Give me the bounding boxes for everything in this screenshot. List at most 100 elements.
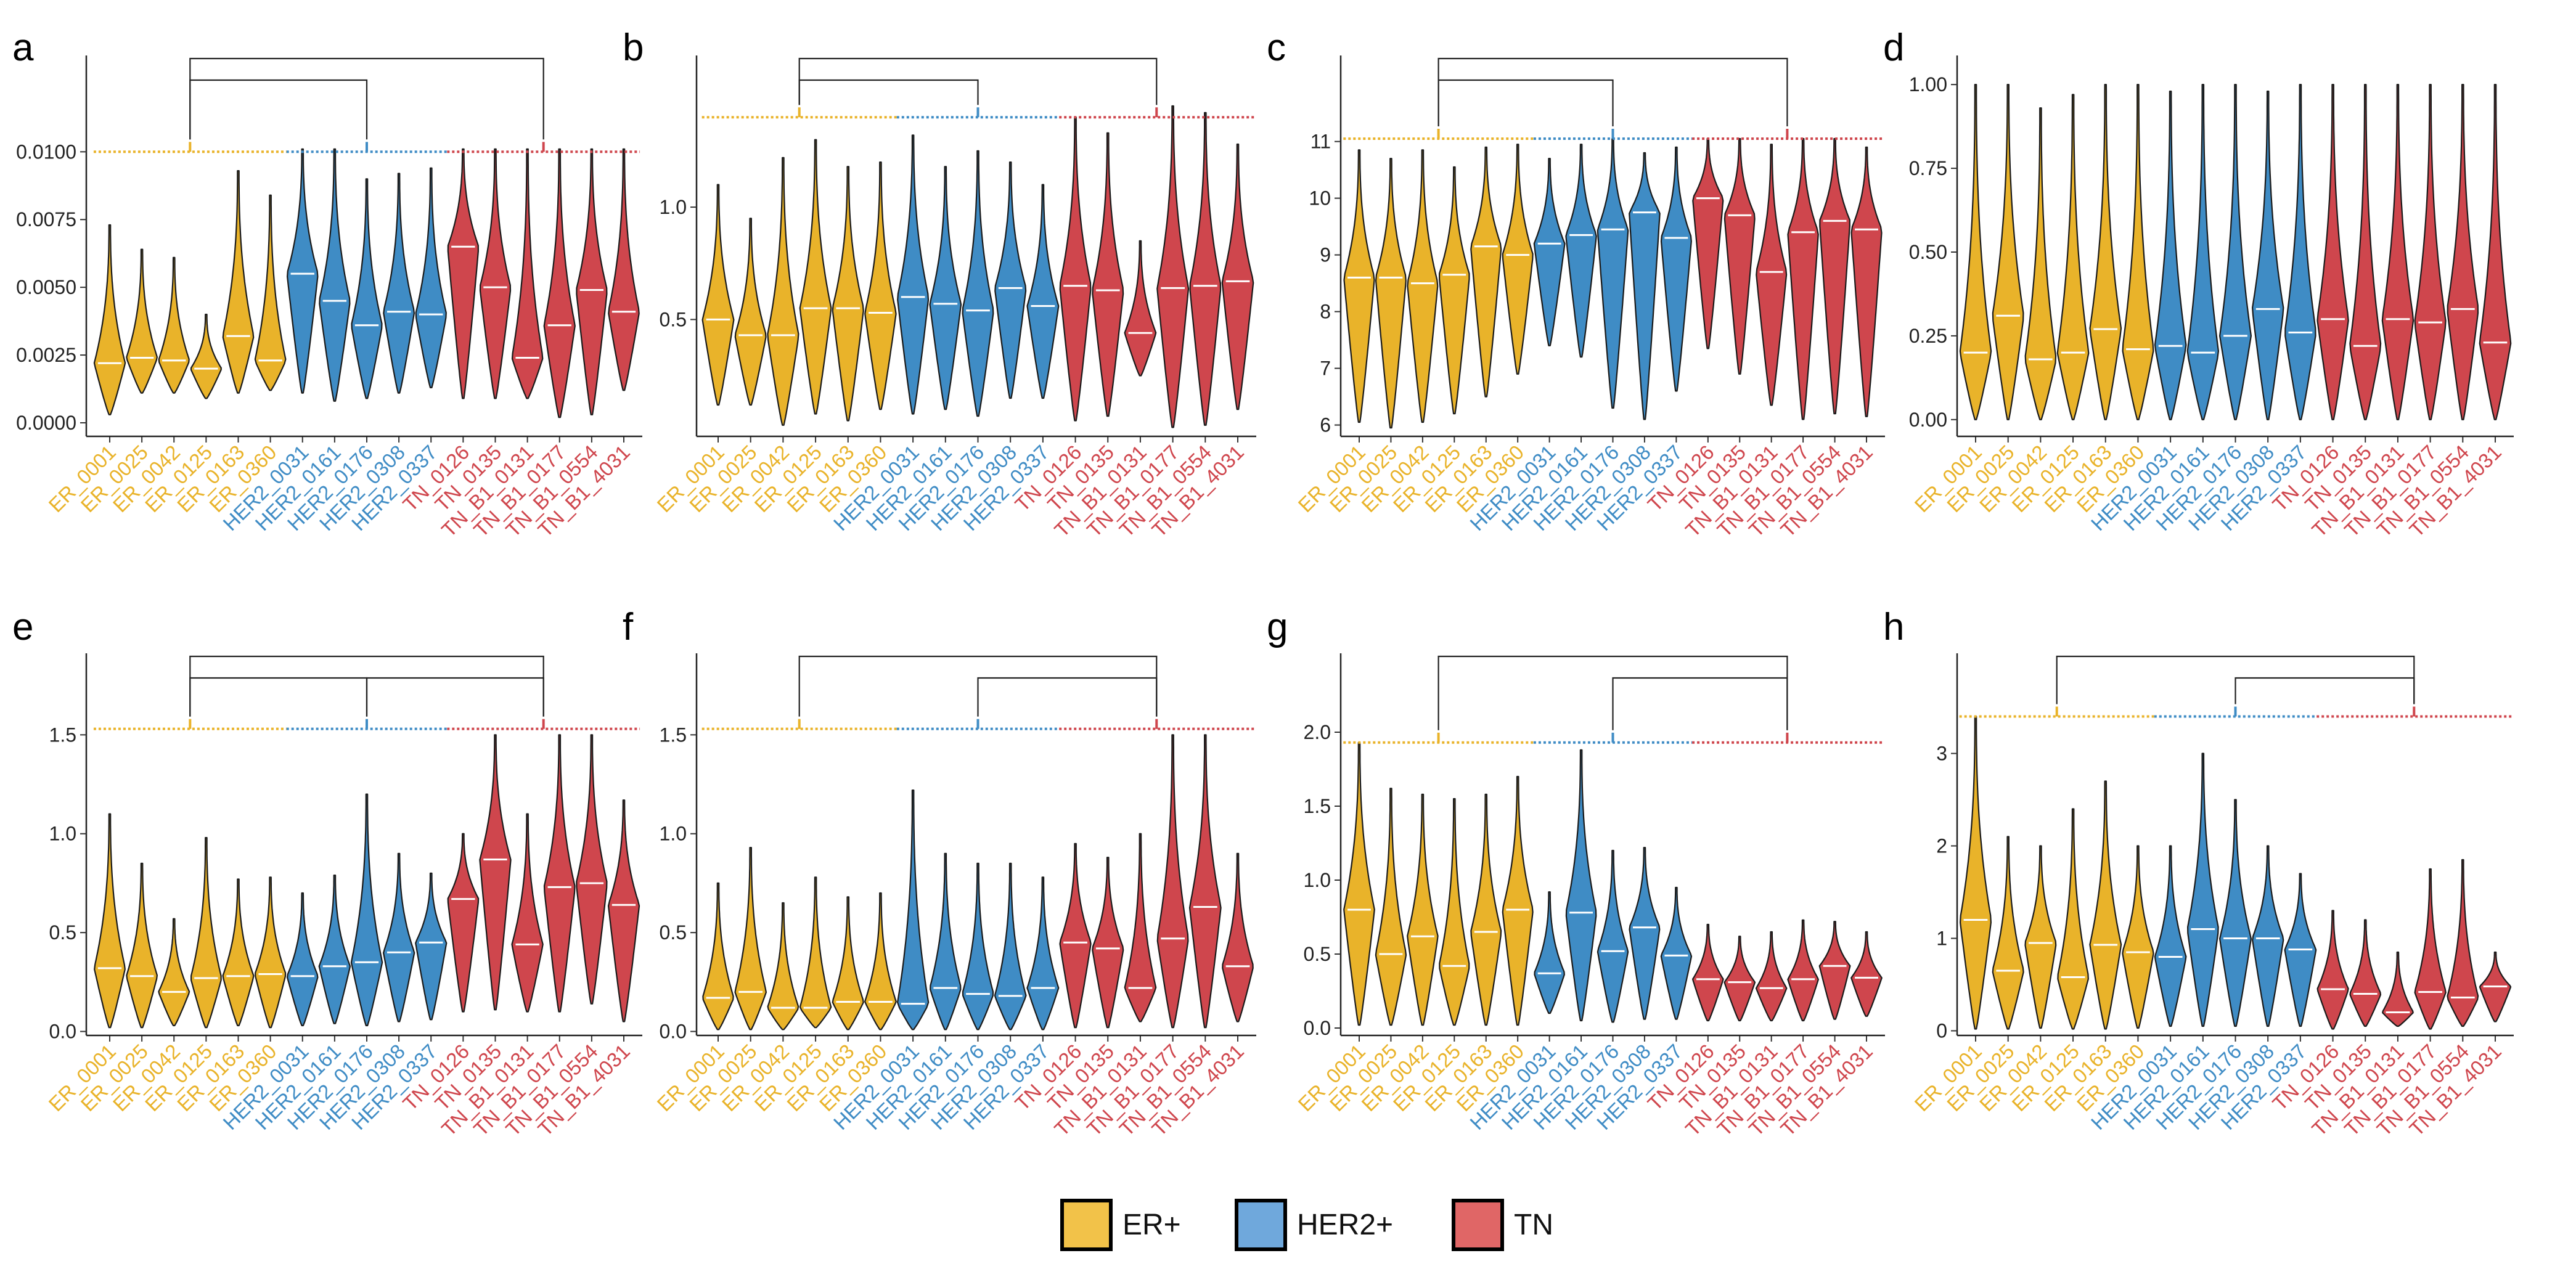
violin-HER2_0308 bbox=[383, 173, 415, 394]
violin-HER2_0337 bbox=[415, 167, 447, 389]
violin-TN_B1_0554 bbox=[2447, 859, 2479, 1027]
violin-HER2_0031 bbox=[2154, 91, 2187, 420]
violin-ER_0042 bbox=[2024, 845, 2057, 1029]
y-tick-label: 6 bbox=[1320, 414, 1331, 436]
y-tick-label: 1.0 bbox=[49, 823, 76, 845]
y-tick-label: 2.0 bbox=[1304, 721, 1331, 743]
y-tick-label: 0.0 bbox=[49, 1021, 76, 1043]
legend-swatch-tn bbox=[1452, 1199, 1504, 1251]
violin-HER2_0337 bbox=[1026, 184, 1060, 399]
y-tick-label: 7 bbox=[1320, 357, 1331, 380]
legend-label-her2: HER2+ bbox=[1297, 1209, 1394, 1241]
violin-TN_B1_4031 bbox=[2479, 84, 2512, 420]
violin-HER2_0031 bbox=[1534, 891, 1565, 1014]
violin-TN_B1_0177 bbox=[1156, 734, 1189, 1029]
violin-TN_0135 bbox=[2349, 919, 2382, 1027]
violin-ER_0001 bbox=[1960, 716, 1992, 1030]
violin-HER2_0308 bbox=[994, 862, 1027, 1030]
violin-ER_0163 bbox=[1470, 146, 1502, 398]
significance-bracket bbox=[798, 655, 1158, 717]
y-tick-label: 0.0000 bbox=[16, 412, 76, 434]
violin-HER2_0031 bbox=[896, 789, 930, 1030]
panel-letter: g bbox=[1267, 606, 1288, 648]
violin-ER_0163 bbox=[832, 166, 864, 422]
violin-ER_0360 bbox=[1502, 144, 1534, 375]
y-tick-label: 1.0 bbox=[660, 823, 687, 845]
y-tick-label: 9 bbox=[1320, 244, 1331, 266]
violin-ER_0042 bbox=[1407, 149, 1439, 423]
violin-ER_0042 bbox=[767, 157, 799, 426]
violin-TN_B1_0131 bbox=[2381, 84, 2414, 420]
violin-TN_B1_0177 bbox=[1787, 919, 1819, 1022]
violin-TN_0135 bbox=[1092, 857, 1124, 1029]
significance-bracket bbox=[798, 79, 979, 105]
violin-ER_0163 bbox=[832, 896, 864, 1030]
violin-ER_0042 bbox=[158, 918, 190, 1027]
y-tick-label: 0.5 bbox=[49, 921, 76, 944]
violin-HER2_0337 bbox=[1026, 876, 1060, 1030]
violin-TN_B1_0177 bbox=[2414, 868, 2447, 1030]
violin-HER2_0176 bbox=[2219, 799, 2252, 1027]
violin-HER2_0031 bbox=[2154, 845, 2187, 1027]
violin-ER_0025 bbox=[1375, 788, 1407, 1026]
significance-bracket bbox=[189, 677, 368, 717]
significance-bracket bbox=[1612, 677, 1788, 730]
violin-HER2_0337 bbox=[415, 872, 448, 1021]
violin-HER2_0176 bbox=[351, 178, 383, 399]
y-tick-label: 0.5 bbox=[660, 921, 687, 944]
violin-TN_0126 bbox=[1059, 843, 1092, 1029]
y-tick-label: 1.00 bbox=[1909, 73, 1947, 96]
violin-TN_0126 bbox=[2316, 84, 2349, 420]
y-tick-label: 8 bbox=[1320, 301, 1331, 323]
legend-swatch-er bbox=[1060, 1199, 1113, 1251]
figure-legend: ER+ HER2+ TN bbox=[0, 1193, 2576, 1254]
violin-HER2_0161 bbox=[1565, 749, 1597, 1022]
violin-TN_0126 bbox=[2316, 910, 2349, 1030]
violin-HER2_0176 bbox=[350, 793, 383, 1027]
violin-TN_B1_0131 bbox=[2382, 951, 2414, 1027]
legend-label-er: ER+ bbox=[1122, 1209, 1181, 1241]
significance-bracket bbox=[977, 677, 1158, 717]
y-tick-label: 1.5 bbox=[660, 724, 687, 746]
y-tick-label: 3 bbox=[1936, 743, 1947, 765]
y-tick-label: 0.5 bbox=[1304, 943, 1331, 965]
violin-TN_0135 bbox=[1092, 132, 1124, 417]
violin-ER_0001 bbox=[701, 184, 735, 406]
violin-TN_B1_0177 bbox=[1787, 137, 1819, 420]
violin-TN_0126 bbox=[447, 833, 480, 1013]
y-tick-label: 0.0050 bbox=[16, 276, 76, 298]
violin-HER2_0031 bbox=[1533, 158, 1566, 346]
violin-HER2_0176 bbox=[1597, 849, 1629, 1023]
panel-c: cER_0001ER_0025ER_0042ER_0125ER_0163ER_0… bbox=[1267, 27, 1885, 541]
panel-letter: e bbox=[12, 606, 33, 648]
y-tick-label: 0.5 bbox=[660, 308, 687, 330]
violin-TN_B1_0131 bbox=[1755, 931, 1788, 1022]
y-tick-label: 0.00 bbox=[1909, 409, 1947, 431]
violin-TN_B1_4031 bbox=[1850, 146, 1883, 417]
violin-TN_B1_0554 bbox=[576, 734, 608, 1005]
violin-HER2_0161 bbox=[2187, 753, 2219, 1027]
violin-TN_0126 bbox=[447, 148, 480, 399]
legend-item-her2: HER2+ bbox=[1235, 1199, 1393, 1251]
violin-ER_0125 bbox=[2057, 808, 2089, 1030]
legend-item-er: ER+ bbox=[1060, 1199, 1181, 1251]
violin-ER_0001 bbox=[1959, 84, 1992, 420]
violin-HER2_0337 bbox=[1660, 886, 1693, 1020]
violin-ER_0163 bbox=[1470, 793, 1502, 1026]
violin-ER_0125 bbox=[799, 876, 832, 1029]
violin-TN_0126 bbox=[1059, 116, 1092, 422]
y-tick-label: 0.0 bbox=[1304, 1017, 1331, 1039]
violin-TN_B1_0177 bbox=[543, 734, 576, 1013]
violin-ER_0025 bbox=[734, 847, 767, 1030]
significance-bracket bbox=[798, 57, 1158, 105]
violin-TN_B1_0177 bbox=[1156, 105, 1190, 428]
violin-ER_0125 bbox=[1439, 166, 1470, 415]
significance-bracket bbox=[2056, 655, 2415, 704]
violin-ER_0001 bbox=[702, 882, 734, 1030]
violin-TN_0126 bbox=[1692, 923, 1724, 1022]
panel-g: gER_0001ER_0025ER_0042ER_0125ER_0163ER_0… bbox=[1267, 606, 1885, 1140]
y-tick-label: 0 bbox=[1936, 1020, 1947, 1042]
violin-TN_B1_0177 bbox=[543, 148, 576, 418]
y-tick-label: 0.50 bbox=[1909, 241, 1947, 263]
panel-letter: a bbox=[12, 27, 34, 69]
